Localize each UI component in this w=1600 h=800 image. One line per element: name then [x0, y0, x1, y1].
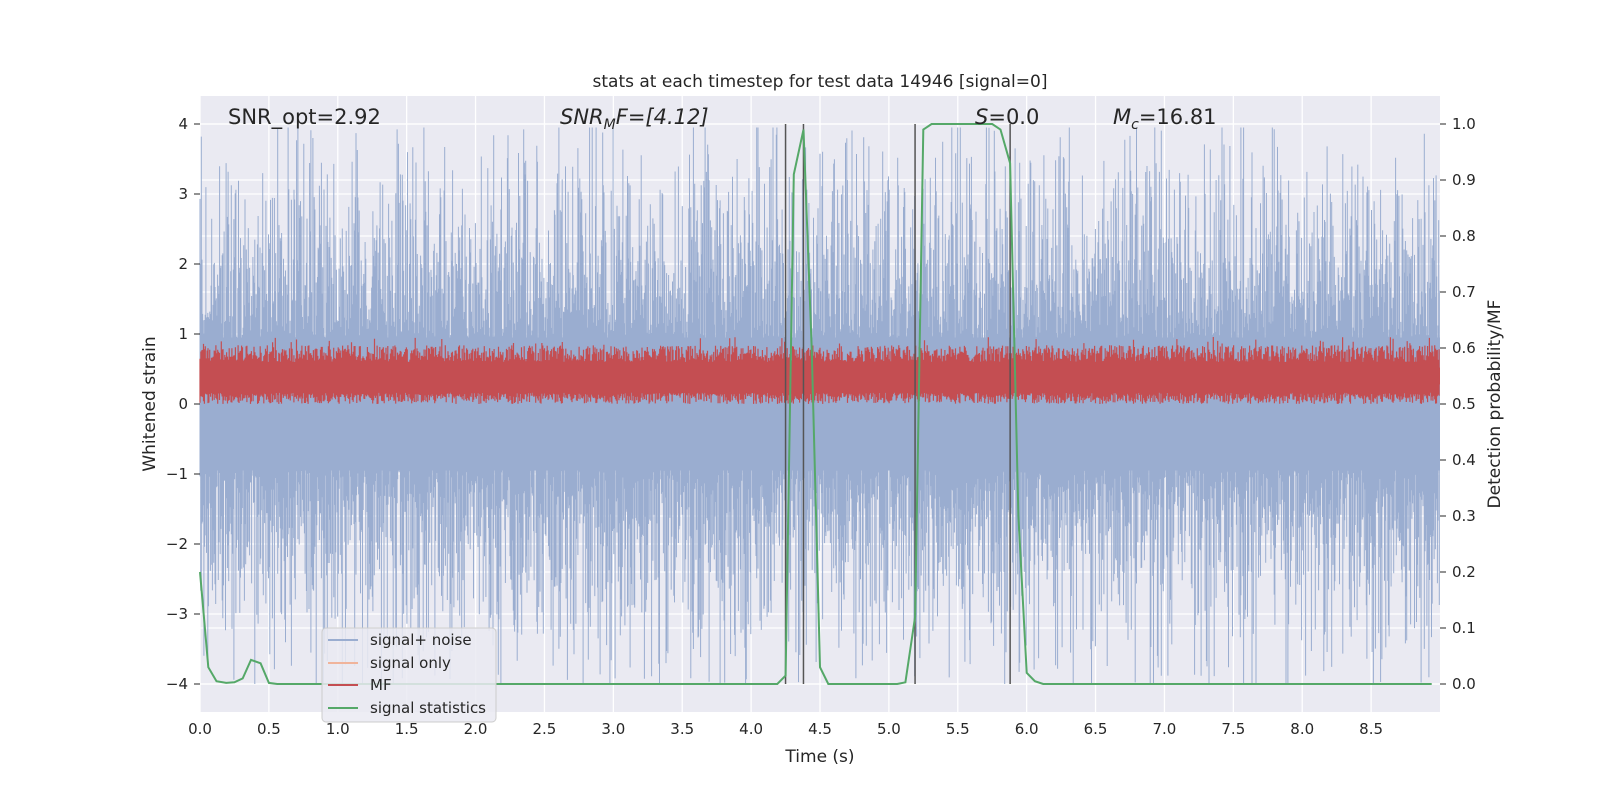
- x-tick-label: 1.5: [395, 720, 419, 738]
- x-tick-label: 4.5: [808, 720, 832, 738]
- legend-label-signal-only: signal only: [370, 654, 451, 672]
- y2-tick-label: 0.2: [1452, 563, 1476, 581]
- legend-label-signal-statistics: signal statistics: [370, 699, 486, 717]
- y-axis-label: Whitened strain: [140, 336, 160, 471]
- x-axis-label: Time (s): [784, 747, 854, 767]
- signal-statistics-series: [199, 123, 1432, 685]
- chart-title: stats at each timestep for test data 149…: [593, 72, 1048, 92]
- y2-tick-label: 0.9: [1452, 171, 1476, 189]
- legend-label-signal-noise: signal+ noise: [370, 631, 472, 649]
- x-tick-label: 3.0: [601, 720, 625, 738]
- mf-core: [200, 367, 1440, 385]
- y2-tick-label: 0.7: [1452, 283, 1476, 301]
- y2-tick-labels: 1.0 0.9 0.8 0.7 0.6 0.5 0.4 0.3 0.2 0.1 0.0: [1440, 115, 1476, 693]
- legend-box: [321, 627, 497, 723]
- x-tick-label: 2.5: [533, 720, 557, 738]
- signal-statistics-line: [199, 123, 1432, 685]
- y-tick-label: 1: [178, 325, 188, 343]
- x-tick-label: 3.5: [670, 720, 694, 738]
- y-tick-label: 0: [178, 395, 188, 413]
- x-tick-label: 7.5: [1221, 720, 1245, 738]
- y2-tick-label: 0.8: [1452, 227, 1476, 245]
- y-tick-label: −3: [166, 605, 188, 623]
- x-tick-label: 7.0: [1153, 720, 1177, 738]
- y2-axis-label: Detection probability/MF: [1485, 300, 1505, 509]
- y2-tick-label: 0.0: [1452, 675, 1476, 693]
- x-tick-label: 6.0: [1015, 720, 1039, 738]
- x-tick-label: 5.0: [877, 720, 901, 738]
- y2-tick-label: 1.0: [1452, 115, 1476, 133]
- y-tick-label: 4: [178, 115, 188, 133]
- mf-series: [199, 337, 1440, 404]
- x-tick-label: 2.0: [464, 720, 488, 738]
- annotation-snr-mf: SNRMF=[4.12]: [560, 105, 709, 133]
- x-tick-label: 6.5: [1084, 720, 1108, 738]
- y-tick-label: 3: [178, 185, 188, 203]
- x-tick-label: 5.5: [946, 720, 970, 738]
- y-tick-label: −2: [166, 535, 188, 553]
- y-tick-label: −4: [166, 675, 188, 693]
- y2-tick-label: 0.5: [1452, 395, 1476, 413]
- x-tick-label: 4.0: [739, 720, 763, 738]
- y2-tick-label: 0.6: [1452, 339, 1476, 357]
- x-tick-label: 0.5: [257, 720, 281, 738]
- y-tick-labels: 4 3 2 1 0 −1 −2 −3 −4: [166, 115, 200, 693]
- x-tick-label: 8.5: [1359, 720, 1383, 738]
- x-tick-label: 1.0: [326, 720, 350, 738]
- x-tick-label: 0.0: [188, 720, 212, 738]
- x-tick-label: 8.0: [1290, 720, 1314, 738]
- y2-tick-label: 0.1: [1452, 619, 1476, 637]
- annotation-mc: Mc=16.81: [1113, 105, 1217, 133]
- y2-tick-label: 0.3: [1452, 507, 1476, 525]
- legend: signal+ noise signal only MF signal stat…: [321, 627, 497, 723]
- y-tick-label: −1: [166, 465, 188, 483]
- x-tick-labels: 0.0 0.5 1.0 1.5 2.0 2.5 3.0 3.5 4.0 4.5 5.0 5.5 6.0 6…: [188, 720, 1383, 738]
- y2-tick-label: 0.4: [1452, 451, 1476, 469]
- annotation-snr-opt: SNR_opt=2.92: [228, 105, 381, 130]
- annotation-s: S=0.0: [975, 105, 1039, 129]
- y-tick-label: 2: [178, 255, 188, 273]
- legend-label-mf: MF: [370, 676, 392, 694]
